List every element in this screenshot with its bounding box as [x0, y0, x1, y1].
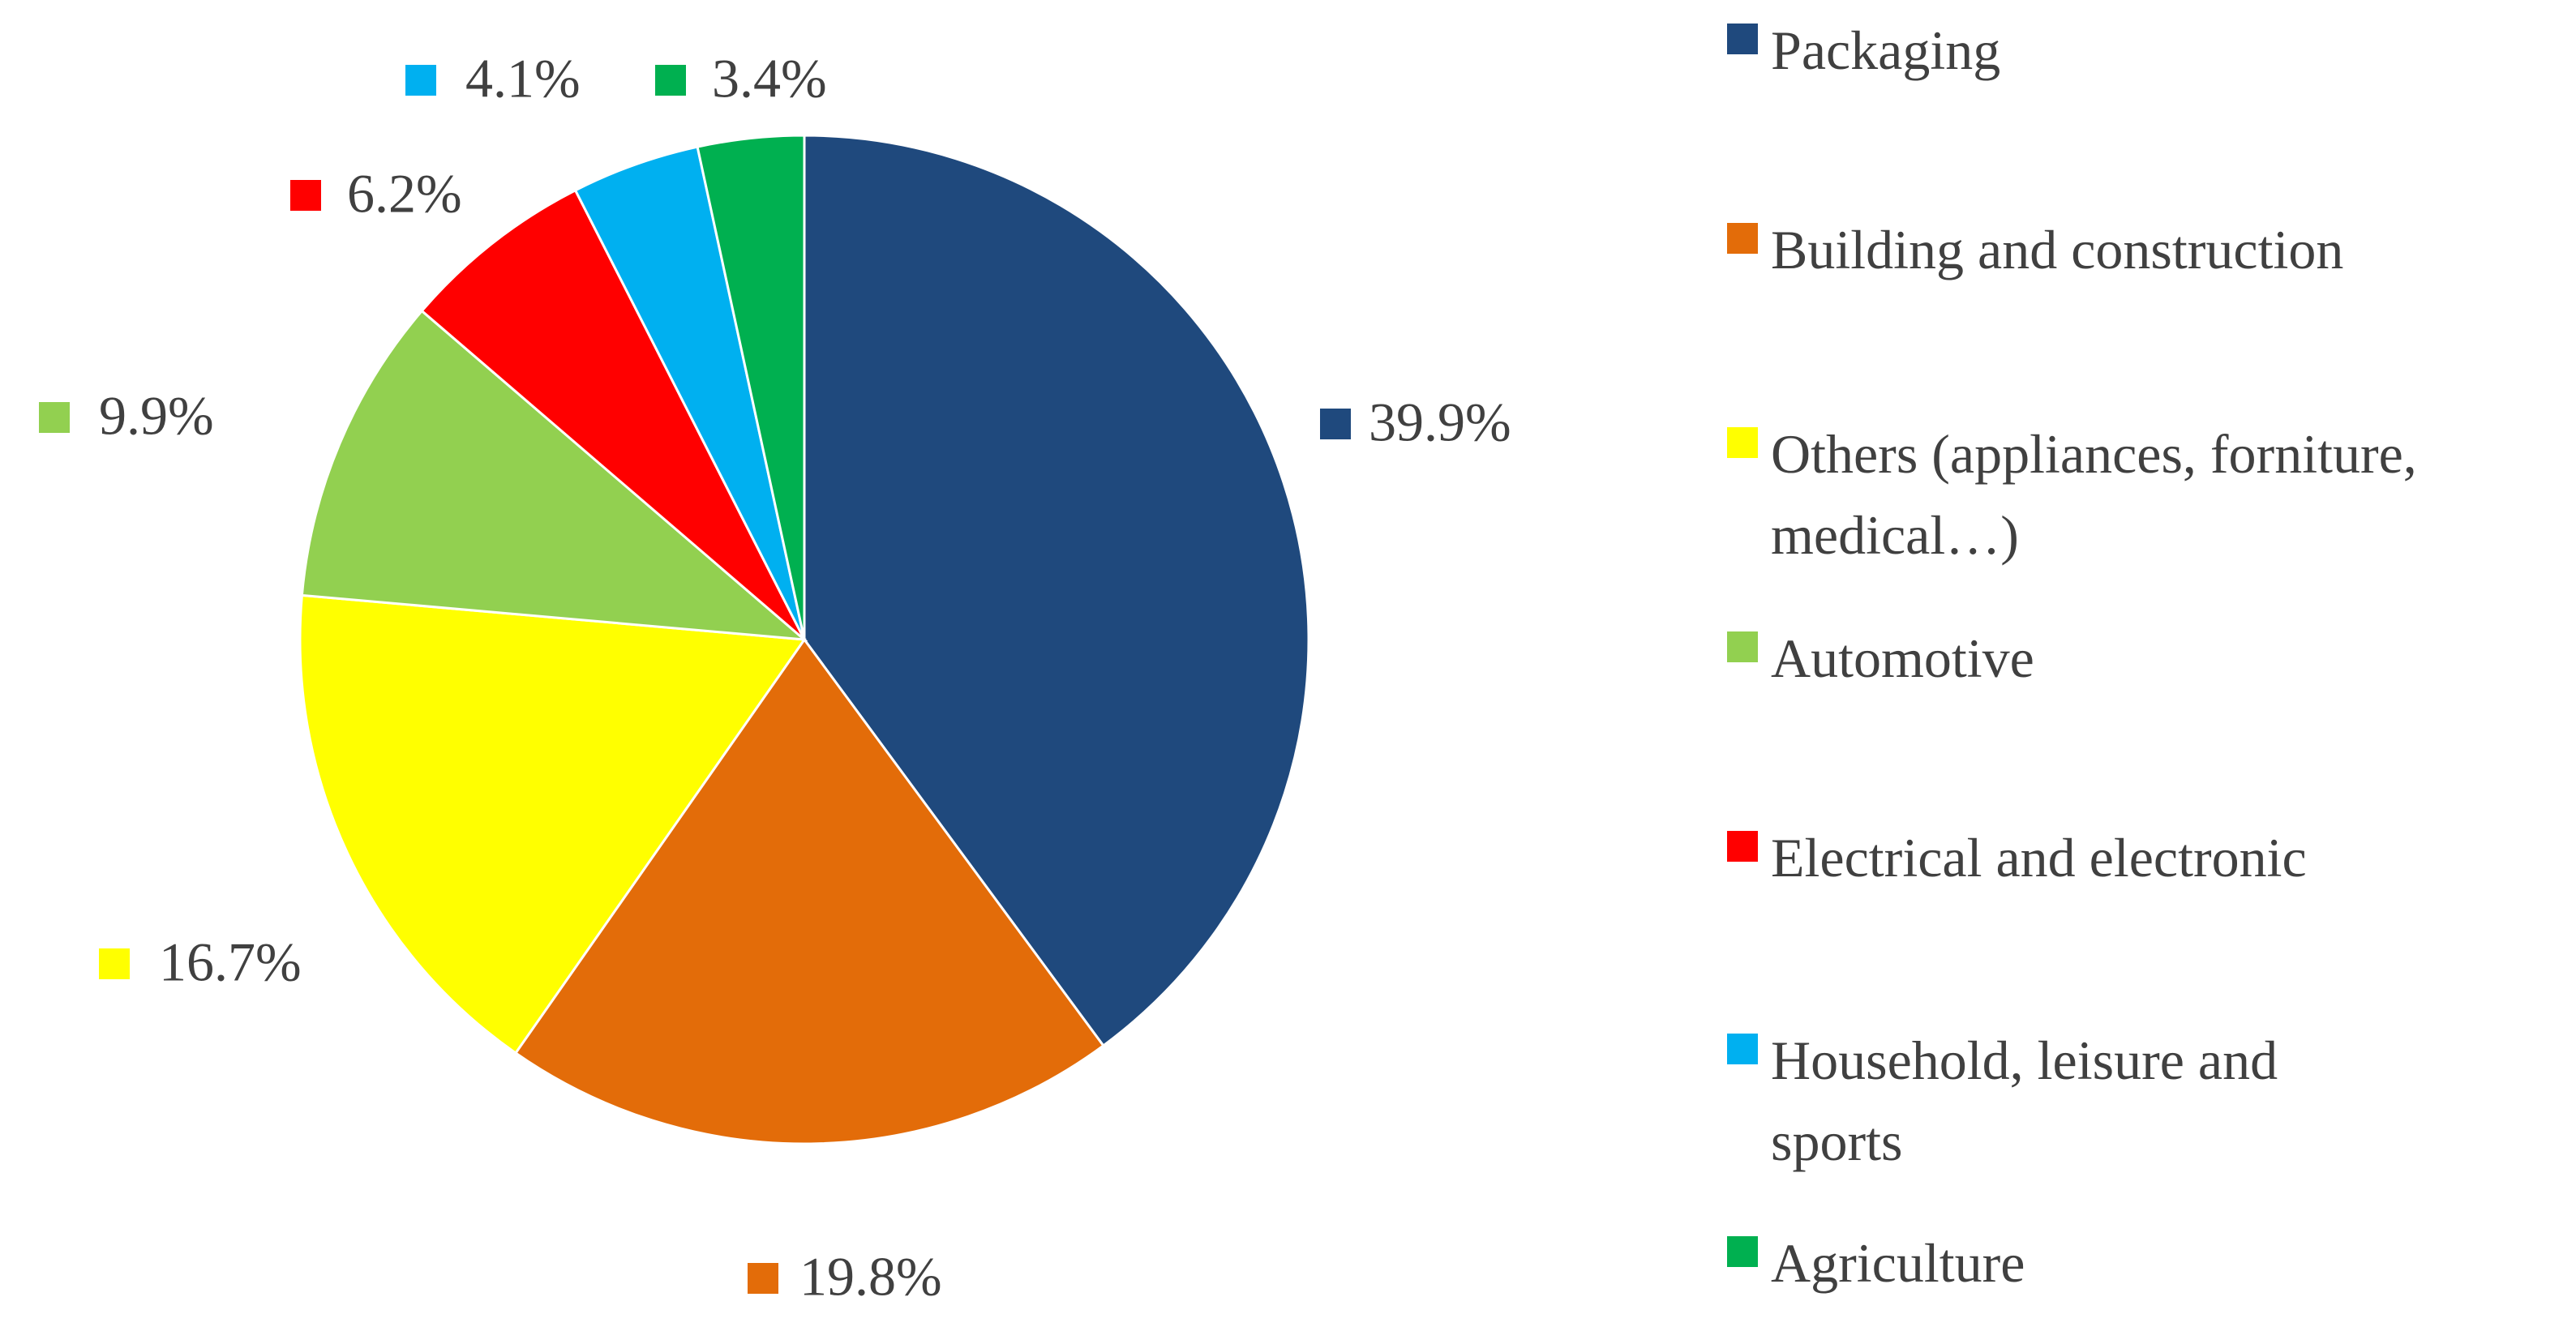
data-label: 3.4% [712, 48, 827, 109]
data-label-marker [39, 402, 70, 433]
data-label-marker [290, 180, 321, 211]
legend-swatch [1727, 427, 1758, 458]
legend-label: Automotive [1771, 627, 2034, 689]
legend-swatch [1727, 24, 1758, 54]
legend-label: Others (appliances, forniture, medical…) [1771, 423, 2417, 566]
legend-label: Building and construction [1771, 219, 2344, 280]
data-label-marker [1320, 409, 1351, 439]
legend-label: Electrical and electronic [1771, 827, 2307, 888]
legend-item-household-leisure-and-sports: Household, leisure and sports [1727, 1020, 2576, 1182]
pie-slice-packaging [803, 134, 1310, 1047]
data-label-marker [748, 1263, 778, 1294]
pie-slice-electrical-and-electronic [420, 188, 806, 641]
pie-chart-svg: 39.9% 19.8% 16.7% 9.9% 6.2%4.1% 3.4% [39, 48, 1511, 1308]
pie-slice-others-appliances-forniture-medical [298, 593, 807, 1055]
legend-swatch [1727, 1034, 1758, 1064]
legend-item-packaging: Packaging [1727, 10, 2576, 91]
legend-label: Agriculture [1771, 1232, 2025, 1294]
data-label: 6.2% [347, 163, 462, 225]
legend-swatch [1727, 831, 1758, 862]
legend-item-automotive: Automotive [1727, 618, 2576, 699]
data-label-marker [655, 65, 686, 96]
legend-swatch [1727, 1236, 1758, 1267]
legend-label: Packaging [1771, 19, 2001, 81]
legend-item-others: Others (appliances, forniture, medical…) [1727, 413, 2576, 576]
data-label-marker [99, 948, 130, 979]
legend-swatch [1727, 631, 1758, 662]
legend-item-electrical-and-electronic: Electrical and electronic [1727, 817, 2576, 898]
data-label: 16.7% [159, 931, 302, 993]
legend-item-agriculture: Agriculture [1727, 1222, 2576, 1303]
data-label: 9.9% [99, 385, 214, 447]
data-label: 19.8% [799, 1246, 942, 1308]
data-label: 4.1% [465, 48, 581, 109]
data-label-marker [405, 65, 436, 96]
data-label: 39.9% [1369, 392, 1511, 453]
legend-item-building-and-construction: Building and construction [1727, 209, 2576, 290]
pie-slice-agriculture [696, 134, 806, 640]
legend-label: Household, leisure and sports [1771, 1029, 2278, 1172]
legend-swatch [1727, 223, 1758, 254]
pie-slice-automotive [300, 309, 808, 641]
pie-slice-building-and-construction [513, 637, 1105, 1145]
